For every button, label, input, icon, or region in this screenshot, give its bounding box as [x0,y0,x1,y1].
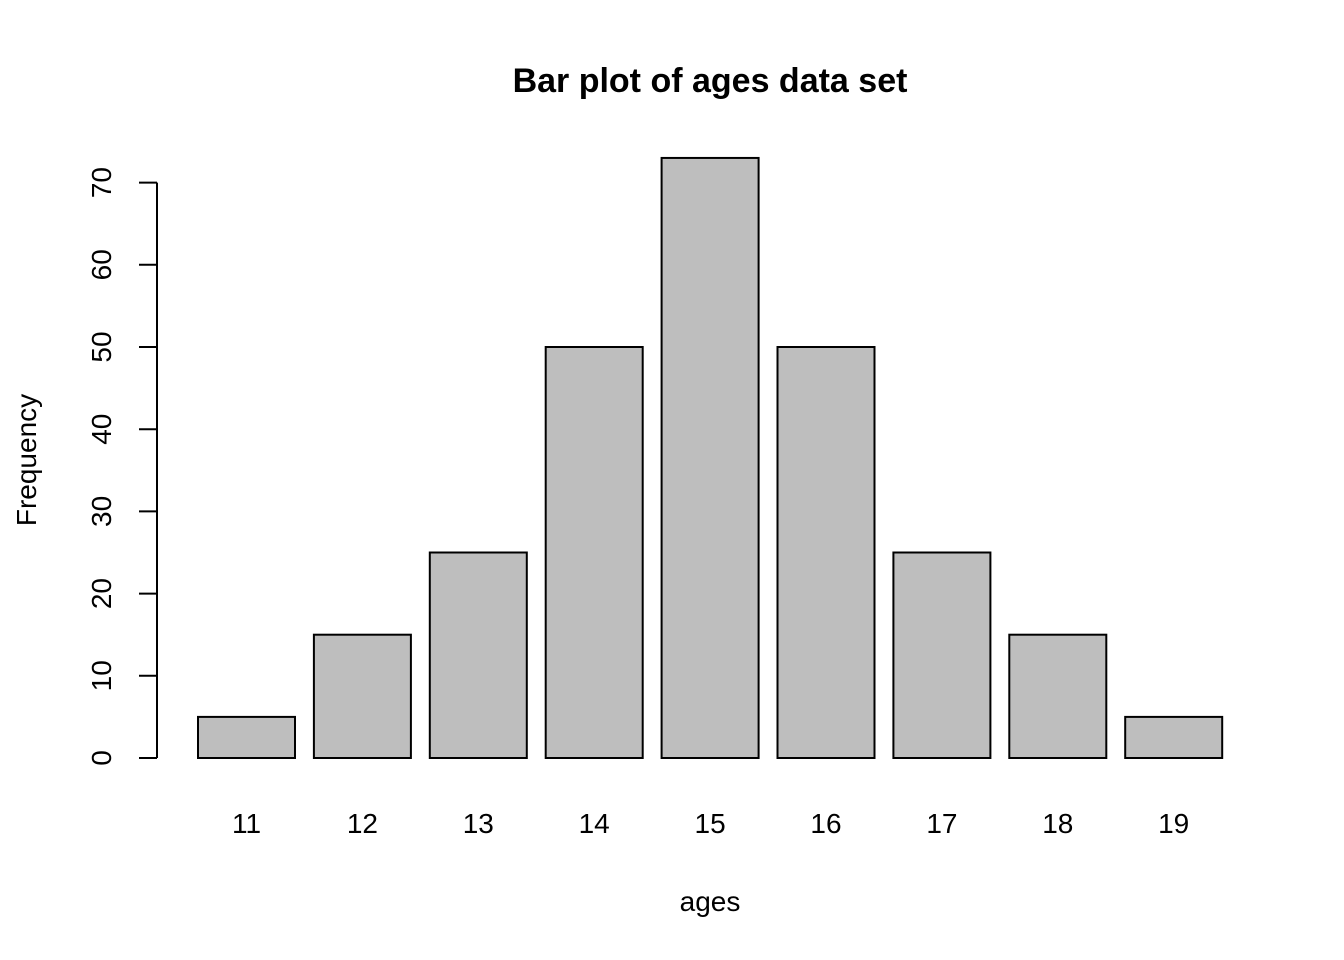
y-tick-label: 40 [86,414,117,445]
bar-16 [776,346,876,759]
y-tick-label: 20 [86,578,117,609]
bars-group [197,156,1224,760]
bar-11 [197,715,296,760]
x-tick-label-13: 13 [463,808,494,839]
y-axis-label: Frequency [11,394,42,526]
y-tick-label: 60 [86,249,117,280]
x-axis-label: ages [680,886,741,917]
x-tick-label-12: 12 [347,808,378,839]
bar-12 [312,633,412,760]
bar-13 [428,551,528,759]
chart-title: Bar plot of ages data set [513,62,908,100]
x-tick-label-17: 17 [926,808,957,839]
bar-17 [892,551,992,759]
x-tick-label-18: 18 [1042,808,1073,839]
x-tick-label-14: 14 [579,808,610,839]
bar-18 [1008,633,1108,760]
x-tick-label-11: 11 [232,808,261,839]
bar-19 [1124,715,1224,760]
y-tick-label: 50 [86,331,117,362]
x-tick-label-16: 16 [810,808,841,839]
bar-15 [660,156,760,759]
y-tick-label: 70 [86,167,117,198]
y-axis: 0 10 20 30 40 50 60 70 [86,167,158,766]
y-tick-label: 0 [86,750,117,766]
x-tick-label-15: 15 [695,808,726,839]
x-tick-label-19: 19 [1158,808,1189,839]
x-tick-labels: 11 12 13 14 15 16 17 18 19 [232,808,1189,839]
y-tick-label: 10 [86,660,117,691]
bar-14 [544,346,644,759]
y-tick-label: 30 [86,496,117,527]
